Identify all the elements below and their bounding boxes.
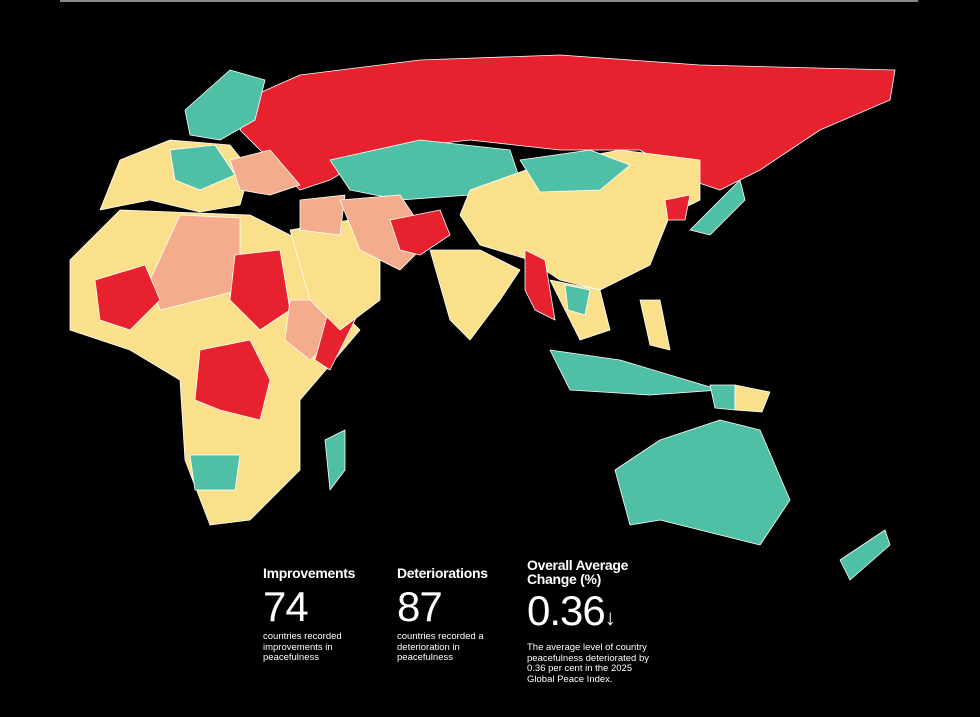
- region: [734, 384, 771, 413]
- region: [709, 384, 736, 411]
- stat-description: countries recorded a deterioration in pe…: [397, 631, 484, 663]
- region: [549, 349, 721, 396]
- region: [299, 194, 346, 236]
- stat-title: Overall Average Change (%): [527, 557, 629, 587]
- region: [184, 69, 266, 141]
- stat: Overall Average Change (%) 0.36↓ The ave…: [527, 558, 667, 685]
- region: [459, 149, 701, 291]
- stat-description: The average level of country peacefulnes…: [527, 642, 649, 685]
- region: [169, 144, 236, 191]
- region: [94, 264, 161, 331]
- region: [389, 209, 451, 256]
- stat-value: 74: [263, 583, 309, 630]
- region: [229, 249, 291, 331]
- stat-description: countries recorded improvements in peace…: [263, 631, 342, 663]
- top-rule: [60, 0, 918, 2]
- region: [519, 149, 631, 193]
- region: [639, 299, 671, 351]
- region: [149, 214, 241, 311]
- stat-value: 87: [397, 583, 443, 630]
- region: [194, 339, 271, 421]
- stat-title: Deteriorations: [397, 565, 488, 581]
- region: [564, 284, 591, 316]
- stat-title: Improvements: [263, 565, 356, 581]
- stat-value: 0.36: [527, 587, 606, 634]
- region: [524, 249, 556, 321]
- region: [614, 419, 791, 546]
- stat: Deteriorations 87 countries recorded a d…: [397, 566, 512, 664]
- region: [229, 149, 301, 196]
- region: [429, 249, 521, 341]
- stat-arrow: ↓: [604, 605, 616, 630]
- region: [239, 54, 896, 191]
- region: [664, 194, 691, 221]
- region: [839, 529, 891, 581]
- region: [689, 179, 746, 236]
- stat: Improvements 74 countries recorded impro…: [263, 566, 373, 664]
- region: [189, 454, 241, 491]
- region: [324, 429, 346, 491]
